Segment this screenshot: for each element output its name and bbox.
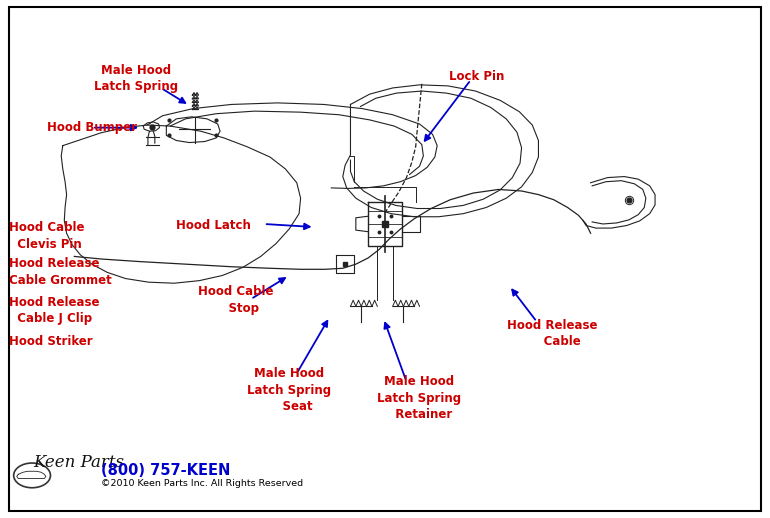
Text: Latch Spring: Latch Spring xyxy=(94,80,178,93)
Text: Seat: Seat xyxy=(266,400,313,413)
Text: Male Hood: Male Hood xyxy=(254,367,324,380)
Text: Hood Release: Hood Release xyxy=(9,257,99,270)
Text: Cable J Clip: Cable J Clip xyxy=(9,312,92,325)
Text: Hood Release: Hood Release xyxy=(9,296,99,309)
Text: Hood Cable: Hood Cable xyxy=(198,285,273,298)
Text: Latch Spring: Latch Spring xyxy=(247,384,331,397)
Text: Latch Spring: Latch Spring xyxy=(377,392,461,405)
Text: Hood Striker: Hood Striker xyxy=(9,335,92,348)
Text: Hood Latch: Hood Latch xyxy=(176,219,251,232)
Text: Retainer: Retainer xyxy=(387,408,452,421)
Text: (800) 757-KEEN: (800) 757-KEEN xyxy=(101,463,230,478)
Text: Hood Release: Hood Release xyxy=(507,319,598,332)
Text: Stop: Stop xyxy=(212,302,259,315)
Text: Clevis Pin: Clevis Pin xyxy=(9,238,82,251)
Text: ©2010 Keen Parts Inc. All Rights Reserved: ©2010 Keen Parts Inc. All Rights Reserve… xyxy=(101,479,303,487)
Text: Cable: Cable xyxy=(524,336,581,349)
Text: Hood Bumper: Hood Bumper xyxy=(48,121,137,134)
Text: Keen Parts: Keen Parts xyxy=(34,454,125,471)
Text: Male Hood: Male Hood xyxy=(384,375,454,388)
Text: Hood Cable: Hood Cable xyxy=(9,221,85,234)
Text: Lock Pin: Lock Pin xyxy=(450,69,505,82)
Text: Male Hood: Male Hood xyxy=(101,64,171,77)
Text: Cable Grommet: Cable Grommet xyxy=(9,274,112,286)
